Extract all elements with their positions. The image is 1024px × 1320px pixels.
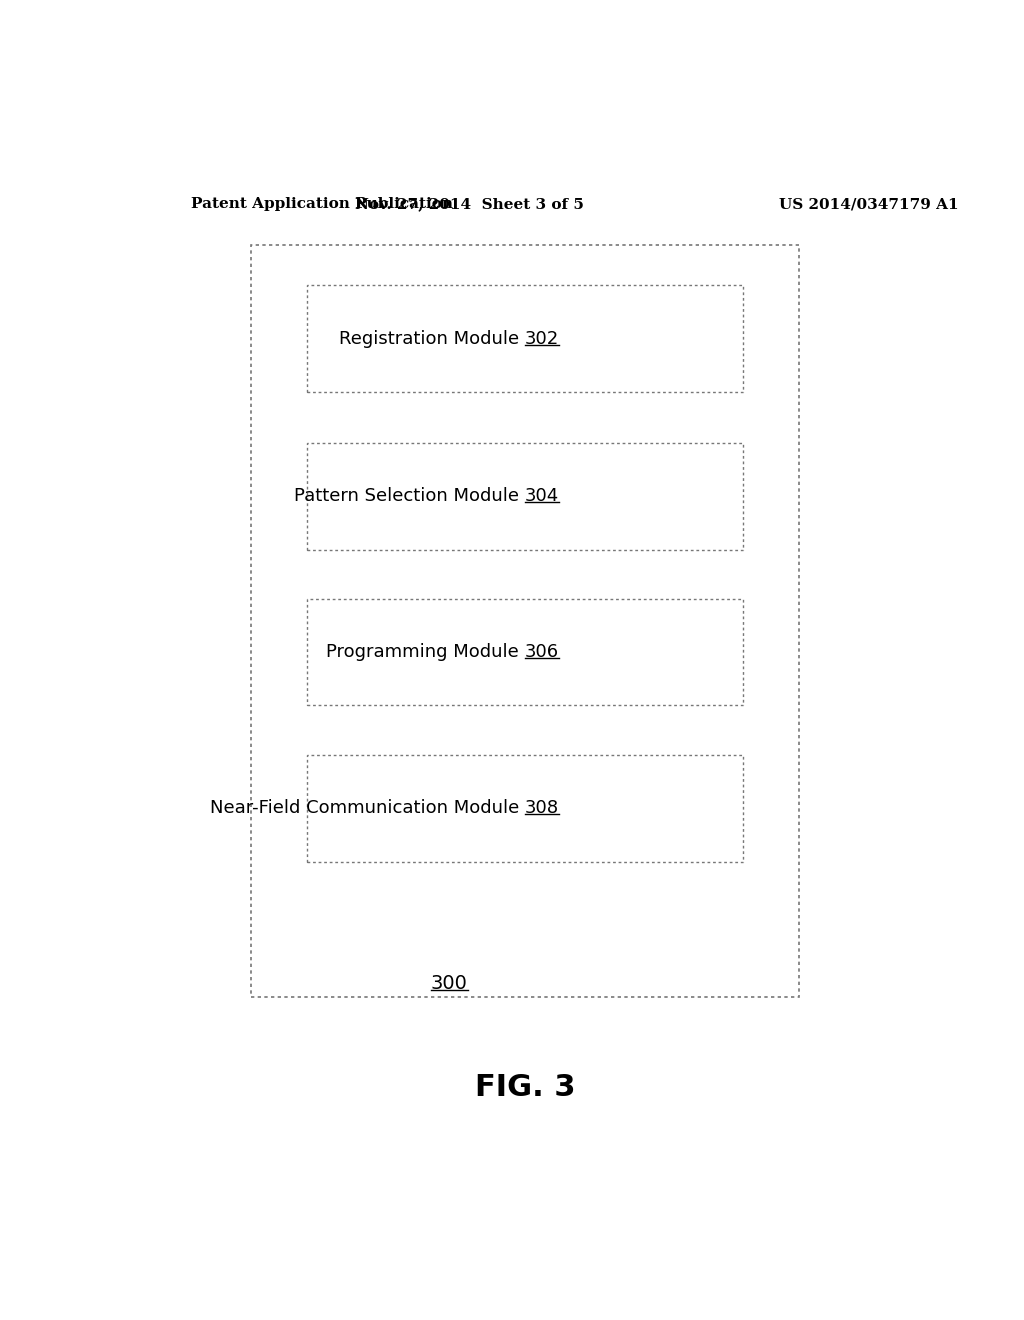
Text: Pattern Selection Module: Pattern Selection Module — [294, 487, 524, 506]
Text: 306: 306 — [524, 643, 559, 661]
Text: Nov. 27, 2014  Sheet 3 of 5: Nov. 27, 2014 Sheet 3 of 5 — [354, 197, 584, 211]
Text: Near-Field Communication Module: Near-Field Communication Module — [210, 800, 524, 817]
Text: Registration Module: Registration Module — [339, 330, 524, 347]
Text: Programming Module: Programming Module — [327, 643, 524, 661]
Text: 308: 308 — [524, 800, 559, 817]
Text: FIG. 3: FIG. 3 — [474, 1073, 575, 1102]
Text: US 2014/0347179 A1: US 2014/0347179 A1 — [778, 197, 958, 211]
Text: Patent Application Publication: Patent Application Publication — [191, 197, 454, 211]
Text: 302: 302 — [524, 330, 559, 347]
Text: 304: 304 — [524, 487, 559, 506]
Text: 300: 300 — [431, 974, 468, 993]
